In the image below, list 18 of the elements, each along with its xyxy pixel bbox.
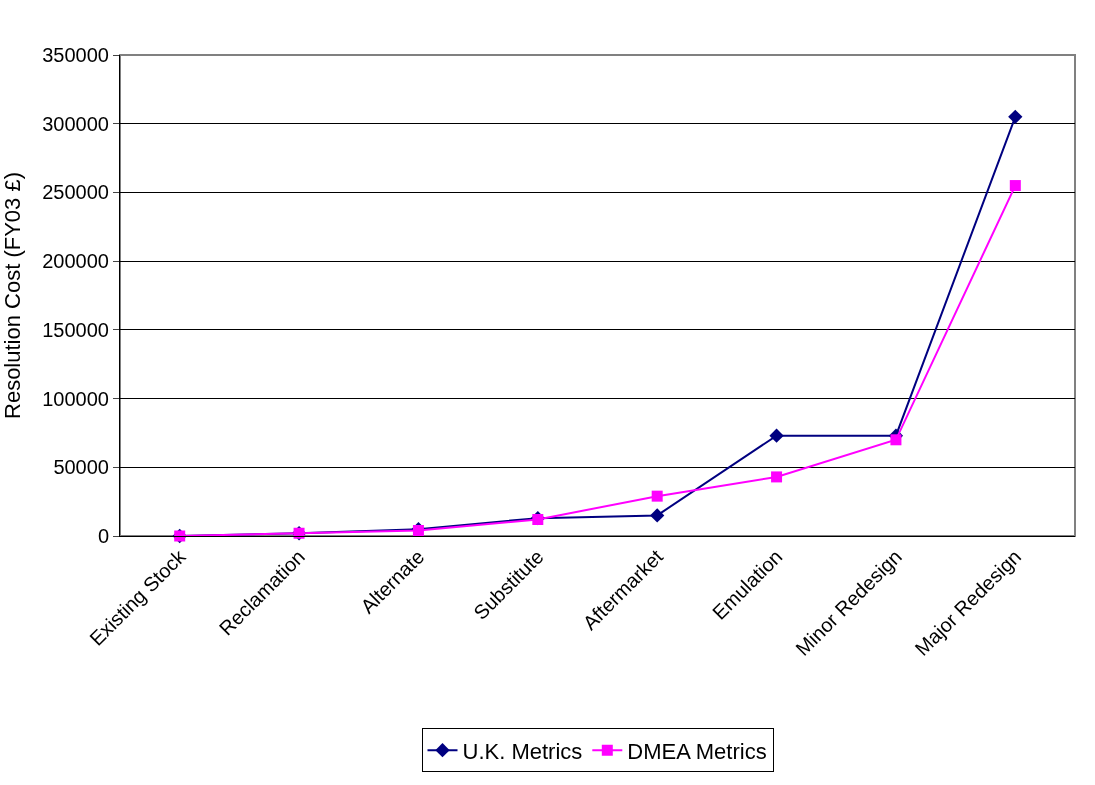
y-tick-label: 250000 <box>42 181 109 204</box>
y-tick-label: 300000 <box>42 112 109 135</box>
y-axis-title: Resolution Cost (FY03 £) <box>0 172 26 419</box>
point <box>890 434 902 446</box>
legend-label: DMEA Metrics <box>627 738 767 764</box>
y-tick-label: 50000 <box>53 456 109 479</box>
legend-label: U.K. Metrics <box>462 738 583 764</box>
point <box>1009 180 1021 192</box>
y-tick-label: 0 <box>97 525 109 547</box>
y-tick-label: 200000 <box>42 250 109 273</box>
point <box>651 490 663 502</box>
point <box>650 508 665 523</box>
y-tick-label: 100000 <box>42 387 109 410</box>
point <box>1008 109 1023 124</box>
point <box>771 471 783 483</box>
y-tick-label: 350000 <box>42 44 109 66</box>
point <box>769 428 784 443</box>
y-tick-label: 150000 <box>42 318 109 341</box>
